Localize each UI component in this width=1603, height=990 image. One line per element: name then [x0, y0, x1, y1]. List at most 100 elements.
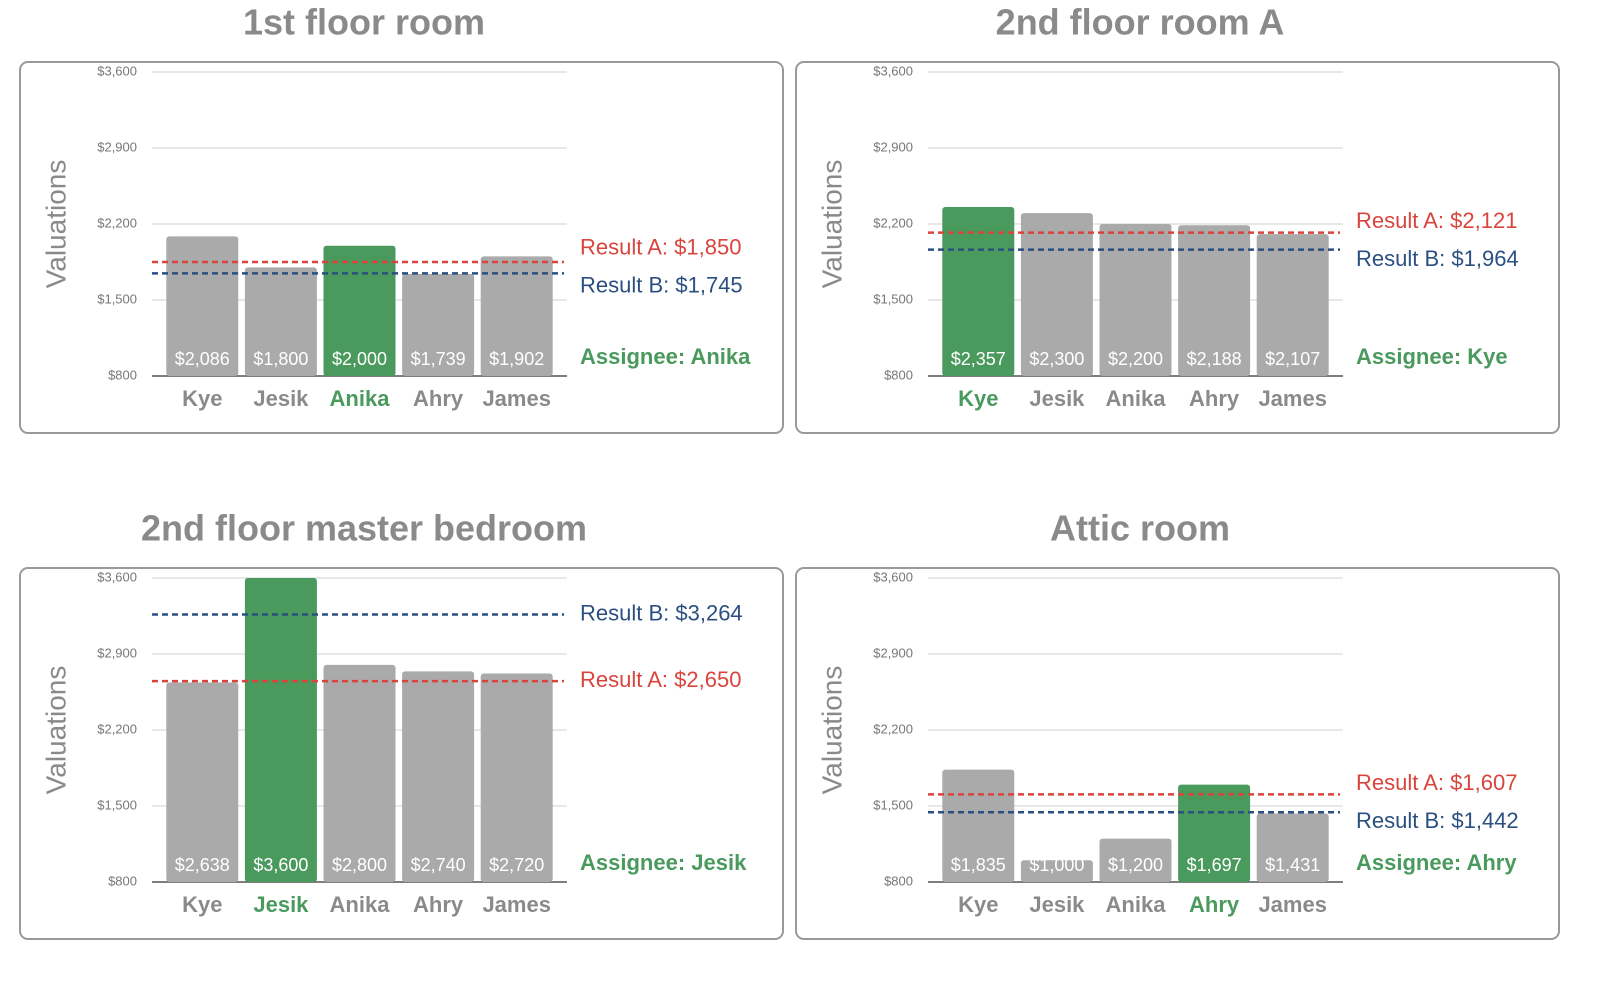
y-tick-label: $2,200 [97, 721, 137, 736]
bar [1178, 784, 1251, 882]
reference-label: Result A: $2,650 [580, 667, 741, 692]
bar [1256, 813, 1329, 882]
bar [402, 274, 475, 376]
value-label: $1,697 [1187, 855, 1242, 875]
y-tick-label: $2,900 [873, 645, 913, 660]
x-tick-label: Kye [958, 892, 998, 917]
assignee-label: Assignee: Kye [1356, 344, 1508, 369]
y-tick-label: $800 [884, 873, 913, 888]
x-tick-label: Ahry [1189, 892, 1240, 917]
x-tick-label: Anika [1106, 892, 1167, 917]
y-tick-label: $1,500 [873, 291, 913, 306]
x-tick-label: Jesik [1029, 892, 1085, 917]
x-tick-label: Anika [1106, 386, 1167, 411]
x-tick-label: Kye [182, 892, 222, 917]
x-tick-label: Kye [182, 386, 222, 411]
value-label: $2,000 [332, 349, 387, 369]
value-label: $1,431 [1265, 855, 1320, 875]
y-tick-label: $3,600 [873, 63, 913, 78]
bar [323, 664, 396, 882]
value-label: $1,800 [253, 349, 308, 369]
bar [166, 682, 239, 882]
chart-title: 2nd floor room A [996, 2, 1285, 43]
bar [244, 578, 317, 882]
value-label: $1,835 [951, 855, 1006, 875]
x-tick-label: Kye [958, 386, 998, 411]
value-label: $1,739 [411, 349, 466, 369]
bar [1099, 224, 1172, 376]
value-label: $2,800 [332, 855, 387, 875]
bar [244, 267, 317, 376]
bar [166, 236, 239, 376]
x-tick-label: Ahry [1189, 386, 1240, 411]
reference-label: Result A: $2,121 [1356, 208, 1517, 233]
value-label: $2,740 [411, 855, 466, 875]
value-label: $2,720 [489, 855, 544, 875]
reference-label: Result B: $1,964 [1356, 246, 1519, 271]
x-tick-label: James [1258, 892, 1327, 917]
assignee-label: Assignee: Anika [580, 344, 751, 369]
y-tick-label: $2,200 [873, 721, 913, 736]
y-axis-label: Valuations [816, 160, 847, 289]
x-tick-label: Anika [330, 386, 391, 411]
y-tick-label: $800 [884, 367, 913, 382]
bar [1020, 213, 1093, 376]
bar [1256, 234, 1329, 376]
x-tick-label: Jesik [253, 892, 309, 917]
y-tick-label: $2,200 [873, 215, 913, 230]
value-label: $1,200 [1108, 855, 1163, 875]
bar [480, 673, 553, 882]
value-label: $2,188 [1187, 349, 1242, 369]
reference-label: Result A: $1,850 [580, 235, 741, 260]
y-tick-label: $2,900 [97, 139, 137, 154]
bar [1099, 838, 1172, 882]
value-label: $2,200 [1108, 349, 1163, 369]
assignee-label: Assignee: Ahry [1356, 850, 1517, 875]
panel-frame [19, 567, 784, 940]
chart-title: 2nd floor master bedroom [141, 508, 587, 549]
x-tick-label: Jesik [253, 386, 309, 411]
y-axis-label: Valuations [40, 666, 71, 795]
value-label: $1,902 [489, 349, 544, 369]
bar [402, 671, 475, 882]
value-label: $2,300 [1029, 349, 1084, 369]
panel-frame [795, 61, 1560, 434]
x-tick-label: James [482, 892, 551, 917]
reference-label: Result A: $1,607 [1356, 770, 1517, 795]
y-tick-label: $2,200 [97, 215, 137, 230]
x-tick-label: Jesik [1029, 386, 1085, 411]
bar [942, 769, 1015, 882]
y-axis-label: Valuations [40, 160, 71, 289]
value-label: $2,086 [175, 349, 230, 369]
panel-frame [795, 567, 1560, 940]
x-tick-label: Ahry [413, 892, 464, 917]
y-tick-label: $2,900 [873, 139, 913, 154]
bar [480, 256, 553, 376]
y-tick-label: $3,600 [873, 569, 913, 584]
y-tick-label: $3,600 [97, 63, 137, 78]
y-tick-label: $800 [108, 873, 137, 888]
value-label: $2,638 [175, 855, 230, 875]
x-tick-label: James [1258, 386, 1327, 411]
y-tick-label: $1,500 [97, 291, 137, 306]
bar [1178, 225, 1251, 376]
y-tick-label: $3,600 [97, 569, 137, 584]
x-tick-label: James [482, 386, 551, 411]
panel-frame [19, 61, 784, 434]
y-axis-label: Valuations [816, 666, 847, 795]
chart-title: Attic room [1050, 508, 1230, 549]
reference-label: Result B: $1,745 [580, 273, 743, 298]
value-label: $2,357 [951, 349, 1006, 369]
bar [1020, 860, 1093, 882]
y-tick-label: $1,500 [97, 797, 137, 812]
y-tick-label: $2,900 [97, 645, 137, 660]
assignee-label: Assignee: Jesik [580, 850, 747, 875]
x-tick-label: Anika [330, 892, 391, 917]
x-tick-label: Ahry [413, 386, 464, 411]
reference-label: Result B: $3,264 [580, 600, 743, 625]
y-tick-label: $1,500 [873, 797, 913, 812]
chart-title: 1st floor room [243, 2, 485, 43]
value-label: $1,000 [1029, 855, 1084, 875]
value-label: $2,107 [1265, 349, 1320, 369]
